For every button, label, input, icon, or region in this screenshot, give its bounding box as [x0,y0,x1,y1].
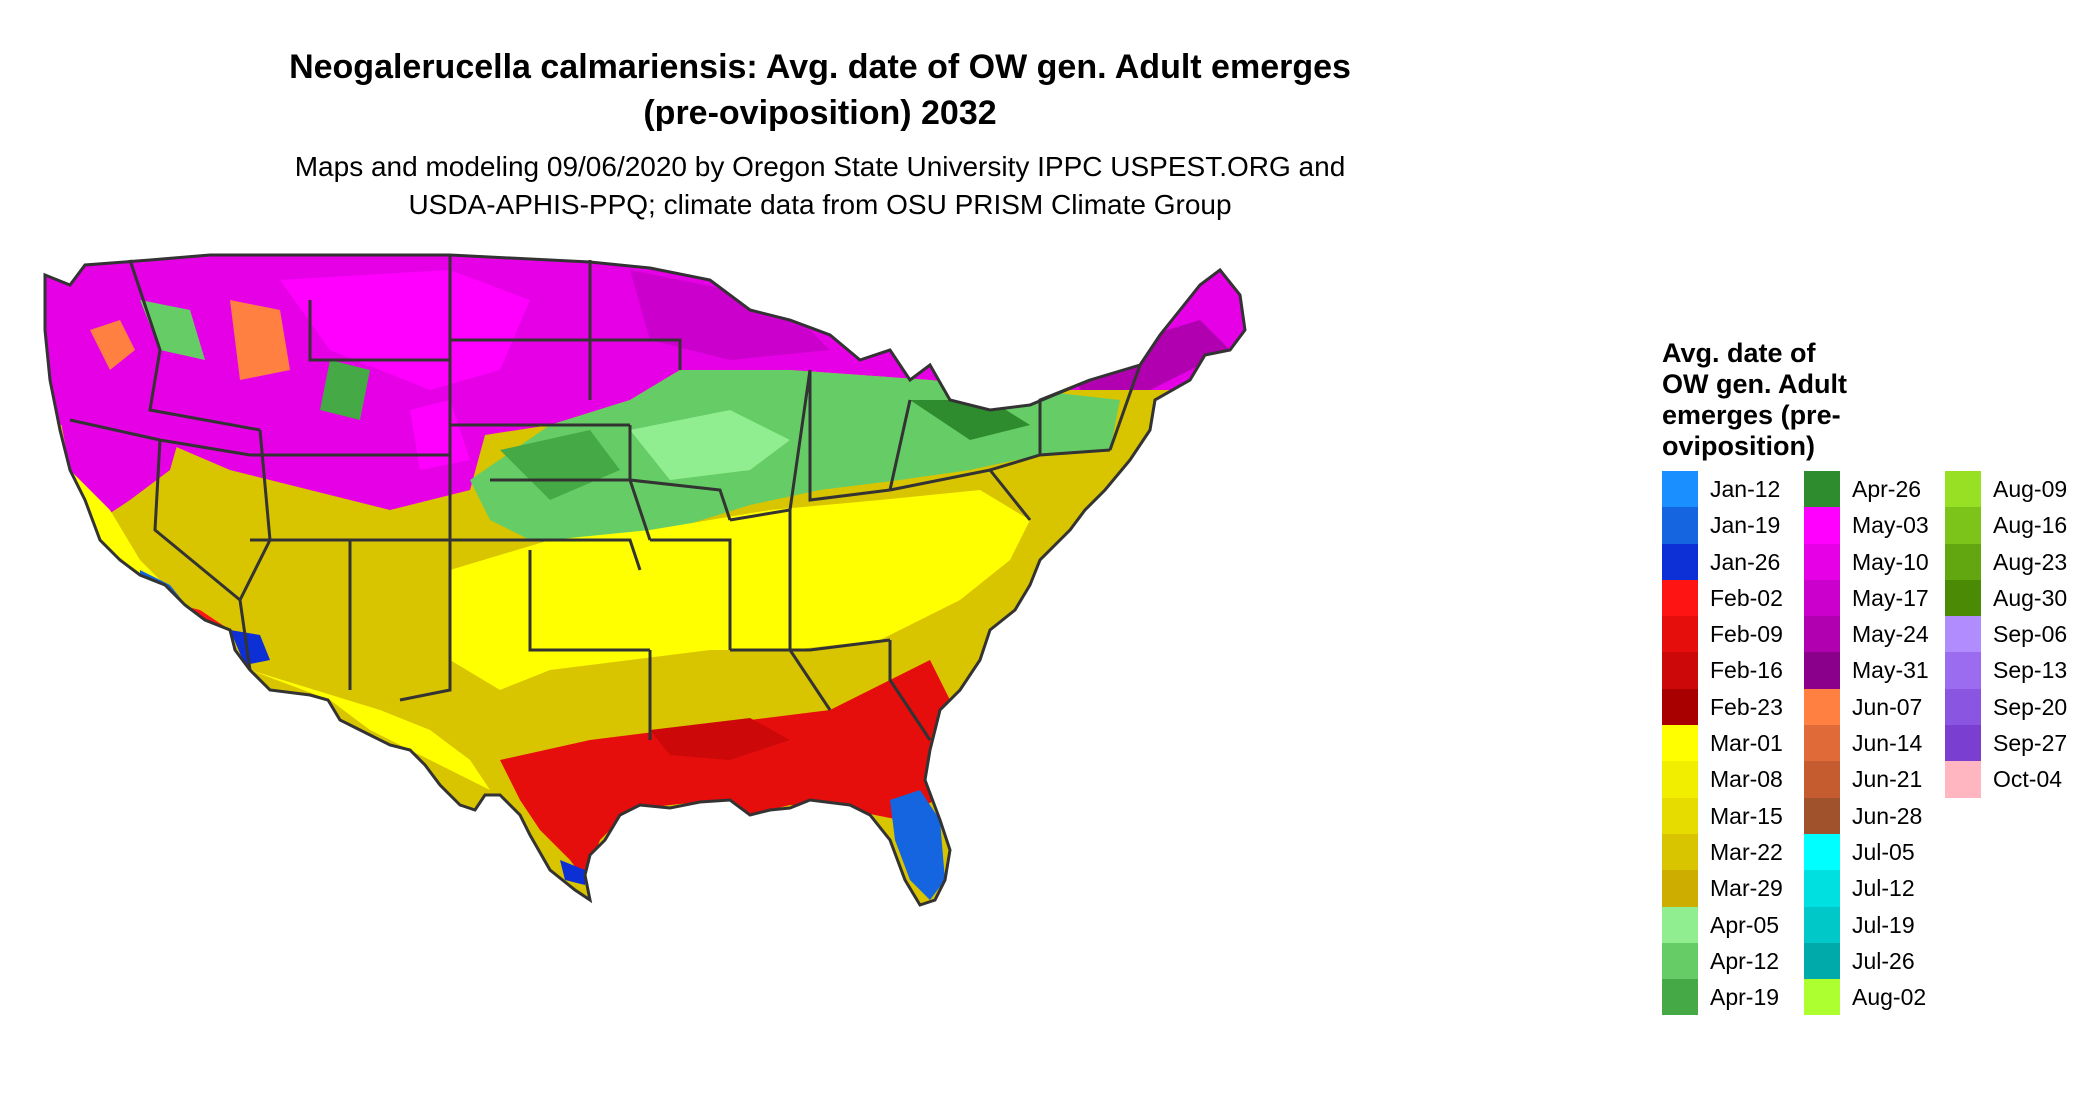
map-fill [45,255,1245,905]
legend-label: Jun-28 [1852,802,1923,829]
subtitle-line-2: USDA-APHIS-PPQ; climate data from OSU PR… [408,189,1232,220]
legend-label: Sep-13 [1993,657,2068,684]
legend-swatch [1662,725,1698,762]
legend: Avg. date of OW gen. Adult emerges (pre-… [1662,338,2092,1038]
legend-swatch [1662,906,1698,943]
legend-label: Aug-02 [1852,984,1927,1011]
legend-label: Aug-09 [1993,476,2068,502]
legend-swatch [1945,725,1981,762]
legend-swatch [1662,870,1698,907]
legend-swatch [1804,616,1840,653]
title-line-1: Neogalerucella calmariensis: Avg. date o… [289,48,1351,86]
legend-swatch [1945,652,1981,689]
legend-label: Apr-05 [1710,911,1780,938]
legend-label: Sep-20 [1993,693,2068,720]
legend-label: Jul-05 [1852,838,1915,865]
legend-swatch [1662,507,1698,544]
legend-swatch [1945,616,1981,653]
legend-label: May-24 [1852,621,1929,648]
legend-swatch [1945,543,1981,580]
legend-swatch [1945,579,1981,617]
legend-label: Feb-02 [1710,584,1783,611]
legend-label: Jul-26 [1852,947,1915,974]
legend-label: Jun-07 [1852,693,1923,720]
legend-swatch [1945,471,1981,508]
legend-swatch [1804,906,1840,943]
legend-swatch [1804,471,1840,508]
legend-label: Apr-19 [1710,984,1780,1011]
legend-swatch [1662,833,1698,871]
legend-swatch [1804,761,1840,798]
legend-swatch [1662,579,1698,617]
legend-label: Feb-23 [1710,693,1783,720]
legend-label: Feb-16 [1710,657,1783,684]
legend-label: Jan-26 [1710,548,1781,575]
title-line-2: (pre-oviposition) 2032 [643,94,997,132]
legend-title-line: OW gen. Adult [1662,369,1847,399]
legend-swatch [1662,688,1698,726]
legend-label: Jun-21 [1852,766,1923,793]
state-boundaries [69,255,1142,741]
legend-label: Jan-19 [1710,512,1781,539]
legend-swatch [1804,688,1840,726]
legend-label: Jul-12 [1852,875,1915,902]
legend-label: Jun-14 [1852,730,1923,757]
legend-swatch [1662,797,1698,834]
legend-title-line: emerges (pre- [1662,400,1841,430]
legend-label: Mar-15 [1710,802,1783,829]
legend-label: May-31 [1852,657,1929,684]
legend-swatch [1804,579,1840,617]
legend-label: Sep-06 [1993,621,2068,648]
legend-swatch [1945,507,1981,544]
legend-swatch [1662,543,1698,580]
legend-swatch [1662,979,1698,1016]
legend-swatch [1662,616,1698,653]
legend-label: May-03 [1852,512,1929,539]
legend-swatch [1662,761,1698,798]
legend-label: Aug-16 [1993,512,2068,539]
legend-label: May-10 [1852,548,1929,575]
legend-title: Avg. date of OW gen. Adult emerges (pre-… [1662,338,1902,462]
legend-swatch [1945,761,1981,798]
legend-title-line: Avg. date of [1662,338,1816,368]
legend-swatch [1804,725,1840,762]
legend-swatch [1804,543,1840,580]
subtitle-line-1: Maps and modeling 09/06/2020 by Oregon S… [294,151,1346,182]
legend-label: Feb-09 [1710,621,1783,648]
legend-label: Mar-01 [1710,730,1783,757]
legend-title-line: oviposition) [1662,431,1815,461]
map-subtitle: Maps and modeling 09/06/2020 by Oregon S… [160,148,1480,224]
us-outline [43,253,1247,907]
legend-swatch [1804,507,1840,544]
legend-swatch [1804,652,1840,689]
legend-swatch [1804,942,1840,980]
legend-label: Aug-30 [1993,584,2068,611]
legend-swatch [1662,652,1698,689]
us-phenology-map [43,253,1247,907]
legend-swatch [1662,942,1698,980]
legend-label: Mar-29 [1710,875,1783,902]
legend-label: Sep-27 [1993,730,2068,757]
legend-label: May-17 [1852,584,1929,611]
legend-label: Oct-04 [1993,766,2063,793]
legend-label: Aug-23 [1993,548,2068,575]
legend-label: Jul-19 [1852,911,1915,938]
legend-label: Mar-22 [1710,838,1783,865]
legend-label: Mar-08 [1710,766,1783,793]
legend-swatch [1804,979,1840,1016]
legend-swatch [1945,688,1981,726]
legend-swatch [1662,471,1698,508]
legend-swatch [1804,797,1840,834]
map-title: Neogalerucella calmariensis: Avg. date o… [160,44,1480,136]
legend-label: Apr-12 [1710,947,1780,974]
legend-swatch [1804,833,1840,871]
legend-swatch [1804,870,1840,907]
legend-label: Jan-12 [1710,476,1781,502]
legend-label: Apr-26 [1852,476,1922,502]
